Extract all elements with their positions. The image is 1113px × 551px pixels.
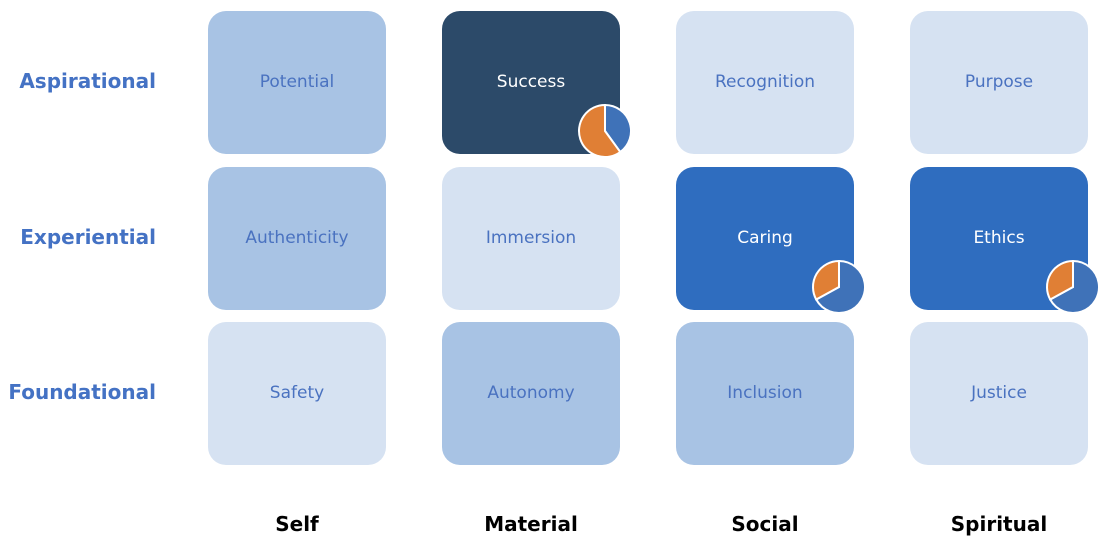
- column-label: Spiritual: [950, 512, 1048, 536]
- tile-purpose: Purpose: [910, 11, 1088, 154]
- row-label: Aspirational: [19, 69, 156, 93]
- tile-label: Recognition: [714, 71, 816, 92]
- tile-label: Potential: [259, 71, 335, 92]
- pie-slice-blue: [604, 103, 632, 154]
- pie-slice-blue: [1048, 259, 1100, 314]
- tile-label: Safety: [269, 382, 325, 403]
- tile-recognition: Recognition: [676, 11, 854, 154]
- tile-label: Autonomy: [487, 382, 575, 403]
- pie-chart-icon: [812, 259, 866, 314]
- row-label: Experiential: [20, 225, 156, 249]
- pie-slice-orange: [578, 103, 622, 158]
- row-label: Foundational: [8, 380, 156, 404]
- pie-slice-orange: [1046, 259, 1075, 301]
- tile-label: Inclusion: [727, 382, 803, 403]
- tile-justice: Justice: [910, 322, 1088, 465]
- pie-slice-orange: [812, 259, 841, 301]
- pie-slice-blue: [814, 259, 866, 314]
- tile-label: Success: [496, 71, 566, 92]
- pie-chart-icon: [578, 103, 632, 158]
- tile-authenticity: Authenticity: [208, 167, 386, 310]
- tile-immersion: Immersion: [442, 167, 620, 310]
- tile-label: Justice: [971, 382, 1027, 403]
- tile-label: Purpose: [964, 71, 1034, 92]
- tile-label: Ethics: [973, 227, 1025, 248]
- tile-label: Immersion: [485, 227, 577, 248]
- tile-safety: Safety: [208, 322, 386, 465]
- tile-label: Caring: [737, 227, 793, 248]
- pie-chart-icon: [1046, 259, 1100, 314]
- column-label: Material: [484, 512, 578, 536]
- tile-inclusion: Inclusion: [676, 322, 854, 465]
- tile-potential: Potential: [208, 11, 386, 154]
- tile-autonomy: Autonomy: [442, 322, 620, 465]
- column-label: Social: [731, 512, 799, 536]
- column-label: Self: [275, 512, 319, 536]
- tile-label: Authenticity: [245, 227, 349, 248]
